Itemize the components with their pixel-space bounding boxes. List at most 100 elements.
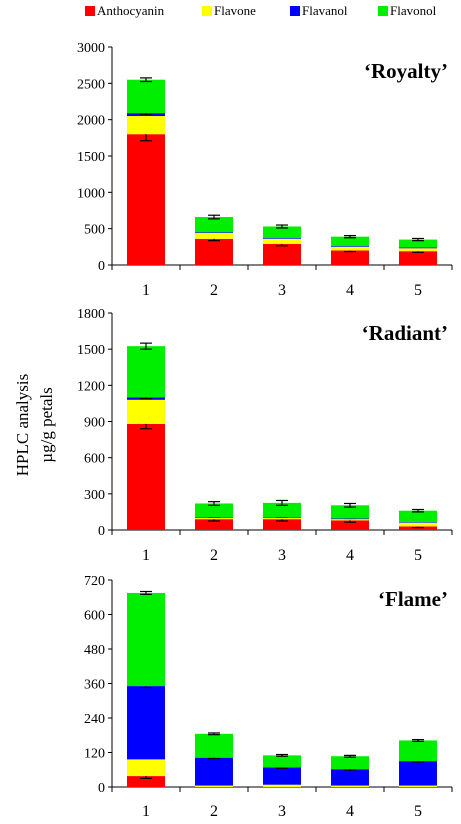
bar-flavonol-5 xyxy=(399,510,437,523)
bar-flavanol-4 xyxy=(331,518,369,520)
x-tick-label-1: 1 xyxy=(142,803,150,820)
bar-flavone-1 xyxy=(127,399,165,424)
y-tick-label: 500 xyxy=(84,223,105,238)
bar-flavanol-1 xyxy=(127,686,165,760)
y-tick-label: 0 xyxy=(98,259,105,274)
bar-flavonol-4 xyxy=(331,505,369,519)
bar-flavonol-5 xyxy=(399,239,437,248)
x-tick-label-5: 5 xyxy=(414,547,422,564)
bar-flavanol-2 xyxy=(195,232,233,234)
y-tick-label: 2500 xyxy=(77,77,105,92)
error-bar-flavonol-4 xyxy=(344,502,356,508)
bar-anthocyanin-3 xyxy=(263,519,301,530)
panel-title: ‘Flame’ xyxy=(378,587,448,611)
chart-panel-1: 0 500 1000 1500 2000 2500 3000 1 2 3 4 5 ‘Royalty’ xyxy=(77,41,453,299)
bar-flavanol-5 xyxy=(399,761,437,786)
error-bar-flavonol-5 xyxy=(412,508,424,513)
legend-label-anthocyanin: Anthocyanin xyxy=(97,3,165,18)
error-bar-flavonol-1 xyxy=(140,77,152,83)
legend-swatch-anthocyanin xyxy=(85,6,95,16)
bar-flavone-5 xyxy=(399,522,437,527)
y-tick-label: 1500 xyxy=(77,343,105,358)
y-tick-label: 600 xyxy=(84,452,105,467)
y-tick-label: 0 xyxy=(98,781,105,796)
bar-flavone-4 xyxy=(331,785,369,787)
bar-anthocyanin-3 xyxy=(263,243,301,265)
bar-anthocyanin-4 xyxy=(331,520,369,530)
bar-flavone-5 xyxy=(399,785,437,787)
legend-swatch-flavanol xyxy=(290,6,300,16)
y-axis-label-line-1: HPLC analysis xyxy=(13,374,32,476)
bar-flavonol-5 xyxy=(399,740,437,762)
panel-title: ‘Radiant’ xyxy=(362,321,448,345)
y-tick-label: 120 xyxy=(84,747,105,762)
legend-label-flavanol: Flavanol xyxy=(302,3,348,18)
x-tick-label-2: 2 xyxy=(210,803,218,820)
y-tick-label: 3000 xyxy=(77,41,105,56)
y-tick-label: 600 xyxy=(84,609,105,624)
error-bar-flavonol-2 xyxy=(208,501,220,506)
bar-flavanol-2 xyxy=(195,757,233,786)
y-tick-label: 1800 xyxy=(77,307,105,322)
bar-flavone-2 xyxy=(195,785,233,787)
bar-flavonol-1 xyxy=(127,592,165,687)
bar-flavanol-5 xyxy=(399,522,437,523)
x-tick-label-4: 4 xyxy=(346,547,354,564)
panel-title: ‘Royalty’ xyxy=(364,59,448,83)
x-tick-label-3: 3 xyxy=(278,282,286,299)
y-tick-label: 2000 xyxy=(77,114,105,129)
error-bar-flavonol-1 xyxy=(140,342,152,350)
y-tick-label: 1200 xyxy=(77,379,105,394)
error-bar-flavonol-3 xyxy=(276,224,288,229)
chart-legend: Anthocyanin Flavone Flavanol Flavonol xyxy=(85,3,437,18)
error-bar-flavonol-2 xyxy=(208,214,220,220)
error-bar-flavonol-2 xyxy=(208,732,220,736)
bar-flavone-2 xyxy=(195,233,233,239)
bar-anthocyanin-1 xyxy=(127,776,165,787)
legend-swatch-flavone xyxy=(202,6,212,16)
bar-flavonol-3 xyxy=(263,502,301,518)
bar-flavonol-1 xyxy=(127,79,165,114)
error-bar-flavonol-5 xyxy=(412,738,424,742)
x-tick-label-5: 5 xyxy=(414,282,422,299)
bar-flavone-4 xyxy=(331,246,369,251)
y-tick-label: 480 xyxy=(84,643,105,658)
error-bar-flavonol-3 xyxy=(276,499,288,506)
y-tick-label: 1500 xyxy=(77,150,105,165)
legend-label-flavone: Flavone xyxy=(214,3,256,18)
bar-flavonol-1 xyxy=(127,346,165,398)
y-tick-label: 0 xyxy=(98,524,105,539)
bar-flavanol-2 xyxy=(195,517,233,518)
bar-flavanol-4 xyxy=(331,246,369,247)
bar-anthocyanin-1 xyxy=(127,134,165,265)
y-axis-label-line-2: µg/g petals xyxy=(37,387,56,462)
bar-flavonol-3 xyxy=(263,755,301,768)
y-tick-label: 720 xyxy=(84,574,105,589)
chart-panel-3: 0 120 240 360 480 600 720 1 2 3 4 5 ‘Flame’ xyxy=(84,574,453,820)
bar-anthocyanin-5 xyxy=(399,251,437,265)
bar-flavone-3 xyxy=(263,517,301,520)
bar-anthocyanin-2 xyxy=(195,238,233,265)
x-tick-label-5: 5 xyxy=(414,803,422,820)
bar-flavone-4 xyxy=(331,519,369,521)
bar-flavanol-3 xyxy=(263,767,301,785)
bar-anthocyanin-4 xyxy=(331,250,369,265)
bar-flavone-1 xyxy=(127,116,165,135)
legend-swatch-flavonol xyxy=(378,6,388,16)
x-tick-label-2: 2 xyxy=(210,547,218,564)
bar-anthocyanin-1 xyxy=(127,423,165,530)
y-tick-label: 240 xyxy=(84,712,105,727)
x-tick-label-2: 2 xyxy=(210,282,218,299)
bar-flavanol-3 xyxy=(263,517,301,518)
x-tick-label-3: 3 xyxy=(278,803,286,820)
bar-flavonol-3 xyxy=(263,226,301,239)
error-bar-flavonol-4 xyxy=(344,234,356,239)
chart-panel-2: 0 300 600 900 1200 1500 1800 1 2 3 4 5 ‘Radiant’ xyxy=(77,307,453,564)
bar-flavanol-3 xyxy=(263,238,301,239)
x-tick-label-4: 4 xyxy=(346,803,354,820)
error-bar-flavonol-5 xyxy=(412,237,424,242)
x-tick-label-1: 1 xyxy=(142,282,150,299)
legend-label-flavonol: Flavonol xyxy=(390,3,437,18)
